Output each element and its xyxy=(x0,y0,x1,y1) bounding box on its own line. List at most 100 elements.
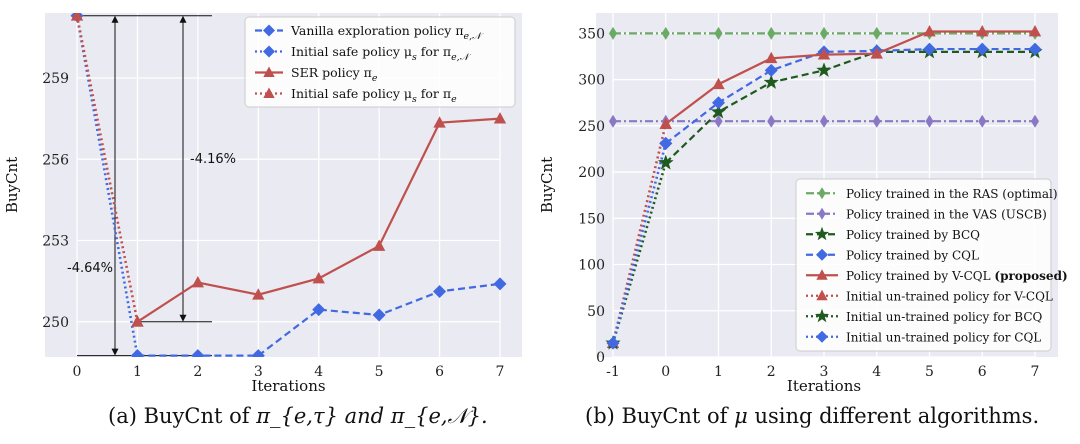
data-point-b-1-0 xyxy=(608,114,618,128)
legend-label-b-7: Initial un-trained policy for CQL xyxy=(846,330,1041,344)
y-axis-label-a: BuyCnt xyxy=(3,157,21,213)
x-tick-label-a: 3 xyxy=(254,364,263,380)
y-tick-label-a: 253 xyxy=(42,234,69,250)
legend-label-sub-a-2: e xyxy=(372,73,378,84)
legend-label-main-a-0: Vanilla exploration policy π xyxy=(290,23,464,38)
arrow-4-64-head-bottom xyxy=(111,348,119,356)
caption-a: (a) BuyCnt of π_{e,τ} and π_{e,𝒩}. xyxy=(108,404,488,429)
data-point-b-4-5 xyxy=(923,24,936,37)
legend-label-main-a-1: Initial safe policy μ xyxy=(291,44,412,59)
y-tick-label-b: 0 xyxy=(596,350,605,366)
x-tick-label-b: 2 xyxy=(767,364,776,380)
legend-label-a-2: SER policy πe xyxy=(291,65,378,84)
legend-label-sub-a-0: e,𝒩 xyxy=(464,31,485,42)
data-point-a-0-4 xyxy=(372,308,386,322)
data-point-b-1-5 xyxy=(872,114,881,128)
y-tick-label-b: 200 xyxy=(578,165,605,181)
x-tick-label-b: -1 xyxy=(606,364,620,380)
x-tick-label-a: 4 xyxy=(314,364,323,380)
chart-panel-a: -4.16% -4.64% 0 1 2 3 4 5 6 7 250 253 256 259 Iterati… xyxy=(3,13,522,395)
data-point-b-3-2 xyxy=(764,63,778,77)
x-tick-label-b: 4 xyxy=(872,364,881,380)
y-tick-label-b: 100 xyxy=(578,258,605,274)
legend-label-sub2-a-3: e xyxy=(451,94,457,105)
x-axis-label-b: Iterations xyxy=(787,377,861,395)
data-point-b-3-6 xyxy=(975,42,989,56)
legend-label-b-5: Initial un-trained policy for V-CQL xyxy=(846,289,1053,303)
caption-a-math: π_{e,τ} and π_{e,𝒩}. xyxy=(256,404,488,428)
arrow-4-16-head-bottom xyxy=(179,314,187,322)
legend-label-sub-a-3: s xyxy=(412,94,417,105)
data-point-b-1-8 xyxy=(1030,114,1040,128)
y-tick-label-a: 256 xyxy=(42,152,69,168)
data-point-b-1-2 xyxy=(714,114,723,128)
caption-a-prefix: (a) BuyCnt of xyxy=(108,404,257,428)
data-point-b-4-7 xyxy=(1028,24,1042,37)
y-tick-label-a: 250 xyxy=(42,315,69,331)
legend-label-bold-b-4: (proposed) xyxy=(994,269,1067,283)
arrow-4-16-head-top xyxy=(179,15,187,23)
x-tick-label-b: 1 xyxy=(714,364,723,380)
data-point-b-7-1 xyxy=(659,136,673,150)
data-point-a-0-1 xyxy=(191,349,205,357)
y-tick-label-b: 250 xyxy=(578,119,605,135)
y-tick-label-a: 259 xyxy=(42,71,69,87)
legend-label-b-6: Initial un-trained policy for BCQ xyxy=(846,310,1042,324)
data-point-a-3-1 xyxy=(131,315,144,327)
legend-label-main-a-2: SER policy π xyxy=(291,65,372,80)
data-point-b-7-0 xyxy=(606,336,620,350)
legend-label-main-b-6: Initial un-trained policy for BCQ xyxy=(846,310,1042,324)
x-tick-label-a: 7 xyxy=(496,364,505,380)
x-tick-label-b: 7 xyxy=(1031,364,1040,380)
data-point-b-4-6 xyxy=(976,24,989,37)
data-point-a-0-2 xyxy=(251,349,265,357)
caption-b-math: μ xyxy=(734,404,748,428)
data-point-b-0-2 xyxy=(714,26,723,40)
data-point-b-1-3 xyxy=(767,114,776,128)
y-tick-label-b: 50 xyxy=(587,304,605,320)
data-point-b-6-1 xyxy=(658,154,674,170)
chart-panel-b: -1 0 1 2 3 4 5 6 7050100150200250300350Iteration… xyxy=(538,13,1068,395)
data-point-b-1-6 xyxy=(925,114,934,128)
legend-marker-a-3 xyxy=(263,87,275,98)
data-point-b-2-3 xyxy=(816,62,832,77)
legend-label-main-b-3: Policy trained by CQL xyxy=(846,248,979,262)
legend-label-tail-a-3: for π xyxy=(417,86,451,101)
legend-marker-b-0 xyxy=(818,187,826,200)
series-line-b-3 xyxy=(665,47,1035,145)
data-point-b-2-1 xyxy=(710,103,727,119)
legend-label-tail-a-1: for π xyxy=(417,44,451,59)
series-line-a-3 xyxy=(75,15,139,323)
legend-label-main-a-3: Initial safe policy μ xyxy=(291,86,412,101)
legend-label-b-0: Policy trained in the RAS (optimal) xyxy=(846,187,1058,201)
y-tick-label-b: 350 xyxy=(578,26,605,42)
x-tick-label-a: 5 xyxy=(375,364,384,380)
annotation-4-64: -4.64% xyxy=(67,261,113,276)
x-tick-label-a: 0 xyxy=(73,364,82,380)
legend-label-a-1: Initial safe policy μs for πe,𝒩 xyxy=(291,44,472,63)
legend-box-a xyxy=(244,16,516,108)
y-tick-label-b: 150 xyxy=(578,211,605,227)
legend-label-b-3: Policy trained by CQL xyxy=(846,248,979,262)
x-tick-label-a: 1 xyxy=(133,364,142,380)
legend-label-main-b-7: Initial un-trained policy for CQL xyxy=(846,330,1041,344)
data-point-b-0-0 xyxy=(608,26,618,40)
data-point-a-1-1 xyxy=(130,349,144,357)
data-point-b-0-5 xyxy=(872,26,881,40)
y-tick-label-b: 300 xyxy=(578,73,605,89)
x-tick-label-b: 5 xyxy=(925,364,934,380)
arrow-4-64-head-top xyxy=(111,15,119,23)
data-point-a-2-1 xyxy=(191,276,205,288)
legend-marker-b-2 xyxy=(814,226,830,241)
data-point-b-4-4 xyxy=(870,47,883,59)
data-point-b-4-2 xyxy=(765,51,778,64)
legend-label-a-0: Vanilla exploration policy πe,𝒩 xyxy=(290,23,484,42)
x-axis-label-a: Iterations xyxy=(251,377,325,395)
x-tick-label-a: 2 xyxy=(193,364,202,380)
data-point-b-5-1 xyxy=(659,117,672,129)
x-tick-label-b: 3 xyxy=(820,364,829,380)
legend-marker-b-4 xyxy=(816,269,828,280)
legend-label-main-b-4: Policy trained by V-CQL xyxy=(846,269,994,283)
data-point-b-3-5 xyxy=(923,42,936,56)
caption-b-suffix: using different algorithms. xyxy=(747,404,1040,428)
